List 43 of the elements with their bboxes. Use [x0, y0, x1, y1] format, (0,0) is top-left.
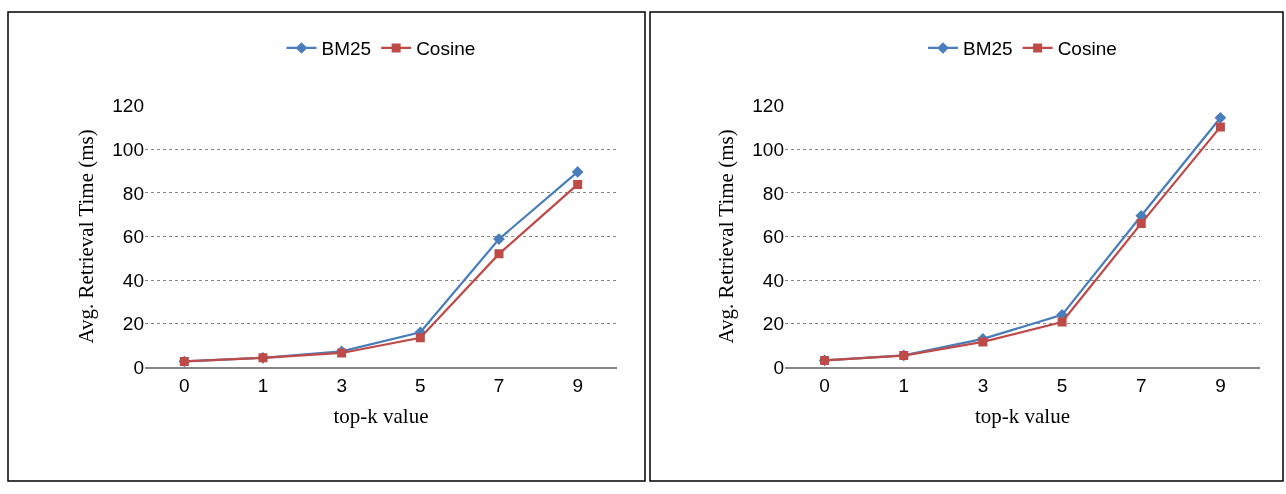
- x-axis-title: top-k value: [333, 404, 429, 429]
- y-tick-label: 40: [122, 269, 144, 291]
- point: [978, 337, 988, 347]
- point: [1214, 111, 1227, 124]
- x-tick-label: 3: [336, 374, 347, 396]
- y-tick-label: 0: [133, 356, 144, 378]
- y-tick-label: 60: [762, 226, 784, 248]
- y-tick-label: 80: [762, 182, 784, 204]
- x-tick-label: 1: [898, 374, 910, 396]
- y-tick-label: 20: [762, 313, 784, 335]
- x-tick-label: 5: [415, 374, 426, 396]
- legend-label: Cosine: [416, 38, 476, 60]
- x-tick-label: 7: [493, 374, 505, 396]
- x-tick-label: 0: [819, 374, 830, 396]
- legend-label: BM25: [321, 38, 372, 60]
- legend-label: BM25: [963, 38, 1013, 60]
- y-tick-label: 40: [762, 269, 784, 291]
- y-tick-label: 120: [112, 95, 144, 117]
- x-tick-label: 9: [1215, 374, 1226, 396]
- y-tick-label: 100: [752, 138, 784, 160]
- y-tick-label: 0: [773, 356, 784, 378]
- y-tick-label: 20: [122, 313, 144, 335]
- point: [1136, 218, 1146, 228]
- x-tick-label: 0: [179, 374, 190, 396]
- point: [571, 166, 584, 178]
- x-tick-label: 7: [1135, 374, 1147, 396]
- x-axis-title: top-k value: [974, 404, 1071, 429]
- point: [1057, 317, 1067, 327]
- y-axis-title: Avg. Retrieval Time (ms): [714, 129, 739, 344]
- y-tick-label: 60: [122, 226, 144, 248]
- x-tick-label: 1: [257, 374, 269, 396]
- x-tick-label: 3: [977, 374, 989, 396]
- y-tick-label: 100: [112, 138, 144, 160]
- y-tick-label: 120: [752, 95, 784, 117]
- legend-label: Cosine: [1057, 38, 1117, 60]
- x-tick-label: 9: [572, 374, 583, 396]
- y-axis-title: Avg. Retrieval Time (ms): [74, 129, 99, 344]
- point: [415, 333, 425, 343]
- y-tick-label: 80: [122, 182, 144, 204]
- point: [1215, 122, 1225, 132]
- point: [573, 179, 583, 189]
- x-tick-label: 5: [1056, 374, 1068, 396]
- point: [494, 249, 504, 259]
